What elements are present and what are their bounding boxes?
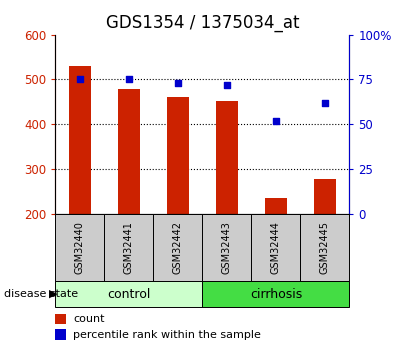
Bar: [55, 329, 66, 340]
Bar: [314, 179, 336, 214]
Text: GSM32441: GSM32441: [124, 221, 134, 274]
Text: percentile rank within the sample: percentile rank within the sample: [73, 330, 261, 340]
Bar: [104, 214, 153, 281]
Point: [321, 100, 328, 106]
Text: ▶: ▶: [48, 289, 57, 299]
Bar: [202, 214, 252, 281]
Bar: [167, 97, 189, 214]
Bar: [55, 214, 104, 281]
Bar: [300, 214, 349, 281]
Text: cirrhosis: cirrhosis: [250, 288, 302, 300]
Text: GSM32444: GSM32444: [271, 221, 281, 274]
Bar: [55, 314, 66, 324]
Point: [175, 80, 181, 86]
Bar: [55, 281, 202, 307]
Point: [77, 77, 83, 82]
Bar: [153, 214, 202, 281]
Text: count: count: [73, 314, 105, 324]
Bar: [69, 66, 91, 214]
Title: GDS1354 / 1375034_at: GDS1354 / 1375034_at: [106, 14, 299, 32]
Text: GSM32442: GSM32442: [173, 221, 183, 274]
Bar: [252, 214, 300, 281]
Point: [126, 77, 132, 82]
Text: GSM32440: GSM32440: [75, 221, 85, 274]
Text: control: control: [107, 288, 151, 300]
Point: [272, 118, 279, 124]
Bar: [202, 281, 349, 307]
Text: disease state: disease state: [4, 289, 78, 299]
Bar: [265, 198, 287, 214]
Bar: [216, 101, 238, 214]
Text: GSM32445: GSM32445: [320, 221, 330, 274]
Text: GSM32443: GSM32443: [222, 221, 232, 274]
Bar: [118, 89, 140, 214]
Point: [224, 82, 230, 88]
